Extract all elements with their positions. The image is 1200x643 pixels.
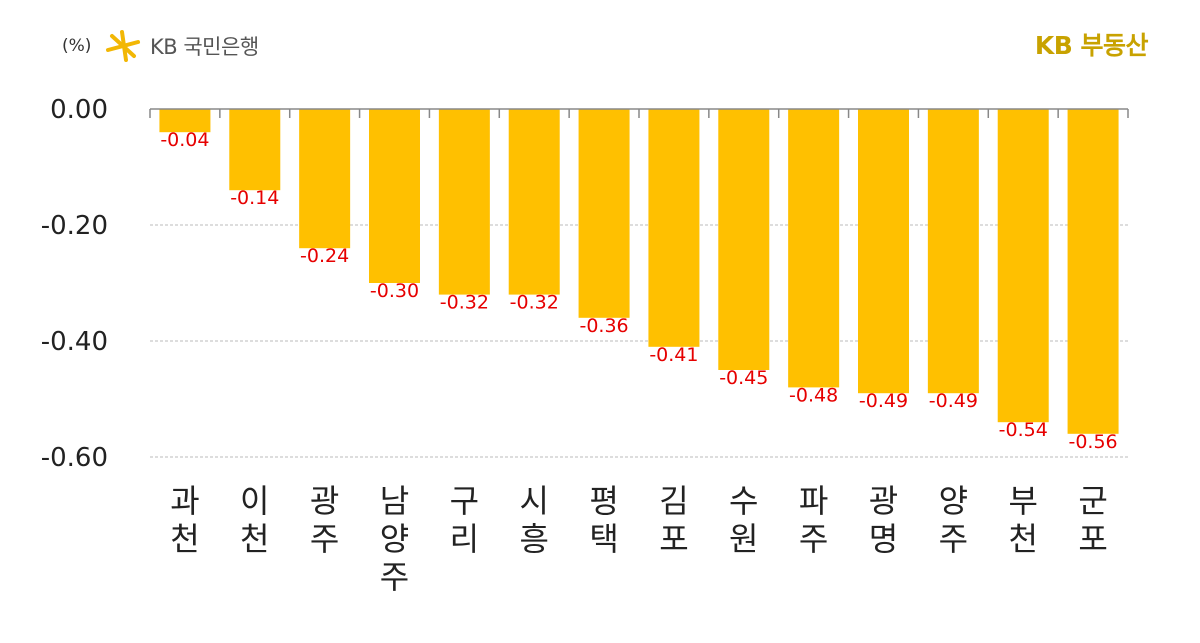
bar bbox=[299, 109, 351, 249]
data-label: -0.14 bbox=[230, 187, 279, 209]
data-label: -0.48 bbox=[789, 384, 838, 406]
bar bbox=[718, 109, 770, 370]
y-tick-label: -0.20 bbox=[41, 211, 108, 241]
kb-star-icon bbox=[106, 30, 140, 62]
data-label: -0.49 bbox=[929, 390, 978, 412]
kb-real-estate-logo: KB 부동산 bbox=[1034, 31, 1149, 60]
data-label: -0.45 bbox=[719, 367, 768, 389]
kb-kookmin-bank-text: KB 국민은행 bbox=[150, 35, 259, 59]
y-tick-label: -0.60 bbox=[41, 443, 108, 473]
bar bbox=[578, 109, 630, 318]
data-label: -0.36 bbox=[579, 315, 628, 337]
y-tick-label: -0.40 bbox=[41, 327, 108, 357]
data-label: -0.30 bbox=[370, 280, 419, 302]
bar bbox=[927, 109, 979, 394]
data-label: -0.41 bbox=[649, 344, 698, 366]
bar bbox=[1067, 109, 1119, 434]
bar bbox=[648, 109, 700, 347]
data-label: -0.49 bbox=[859, 390, 908, 412]
data-label: -0.56 bbox=[1068, 431, 1117, 453]
kb-kookmin-bank-logo: KB 국민은행 bbox=[104, 28, 259, 64]
bar bbox=[858, 109, 909, 394]
bar bbox=[369, 109, 420, 283]
data-label: -0.32 bbox=[440, 292, 489, 314]
data-label: -0.54 bbox=[999, 419, 1048, 441]
bar bbox=[438, 109, 490, 295]
data-label: -0.04 bbox=[160, 129, 209, 151]
bar bbox=[229, 109, 281, 191]
y-unit-label: (%) bbox=[62, 36, 92, 56]
data-label: -0.32 bbox=[510, 292, 559, 314]
bar bbox=[159, 109, 211, 133]
y-tick-label: 0.00 bbox=[50, 95, 108, 125]
bar bbox=[508, 109, 560, 295]
data-label: -0.24 bbox=[300, 245, 349, 267]
bar bbox=[997, 109, 1049, 423]
bar bbox=[788, 109, 840, 388]
